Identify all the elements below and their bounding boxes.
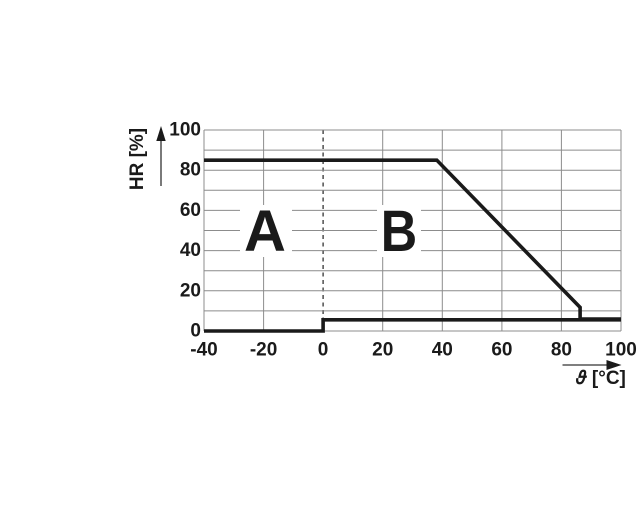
svg-text:-40: -40 [190,340,217,361]
svg-text:0: 0 [190,321,201,342]
svg-text:20: 20 [180,280,201,301]
svg-text:𝜗 [°C]: 𝜗 [°C] [575,368,626,389]
svg-text:100: 100 [605,340,637,361]
svg-text:B: B [381,199,417,264]
svg-text:40: 40 [432,340,453,361]
svg-text:HR [%]: HR [%] [127,128,148,190]
svg-text:80: 80 [180,160,201,181]
svg-text:A: A [244,199,286,264]
svg-text:40: 40 [180,240,201,261]
svg-text:60: 60 [491,340,512,361]
svg-text:60: 60 [180,200,201,221]
svg-text:80: 80 [551,340,572,361]
svg-text:20: 20 [372,340,393,361]
svg-text:0: 0 [318,340,329,361]
svg-text:-20: -20 [250,340,277,361]
svg-text:100: 100 [169,120,201,141]
